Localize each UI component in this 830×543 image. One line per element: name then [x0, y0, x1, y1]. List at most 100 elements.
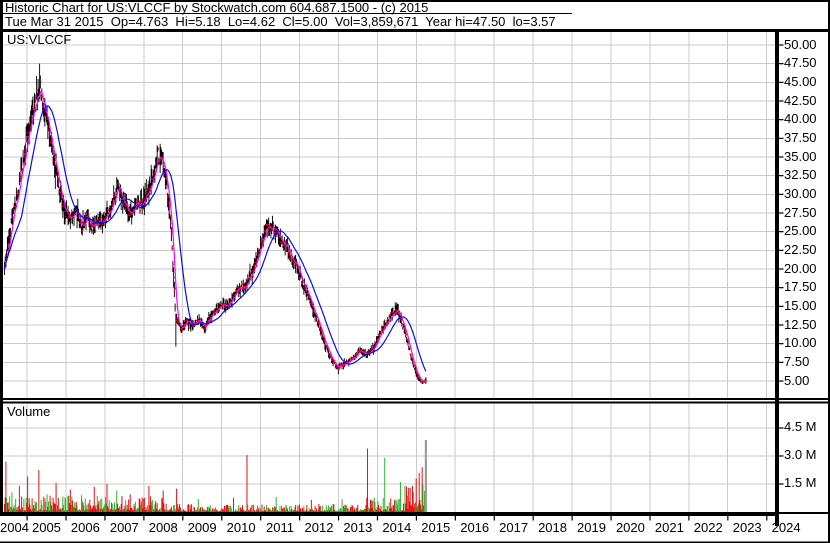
axis-divider — [775, 29, 779, 526]
header-divider — [0, 13, 572, 14]
volume-bar — [227, 504, 229, 512]
year-label: 2012 — [304, 520, 334, 535]
price-axis-label: 10.00 — [784, 335, 817, 351]
volume-bar — [27, 476, 29, 512]
volume-bar — [289, 506, 291, 512]
year-label: 2017 — [499, 520, 529, 535]
volume-bar — [9, 496, 11, 512]
volume-bar — [233, 511, 235, 512]
volume-bar — [286, 506, 288, 512]
year-label: 2004 — [0, 520, 29, 535]
price-axis-label: 5.00 — [784, 372, 810, 388]
volume-bar — [310, 499, 312, 512]
volume-bar — [257, 509, 259, 512]
volume-bar — [261, 504, 263, 512]
volume-bar — [267, 507, 269, 512]
volume-bar — [5, 461, 7, 512]
volume-bar — [414, 503, 416, 512]
volume-bar — [378, 504, 380, 512]
volume-bar — [16, 507, 18, 512]
volume-bar — [250, 505, 252, 512]
volume-bar — [416, 508, 418, 512]
volume-bar — [247, 504, 249, 512]
volume-bar — [396, 500, 398, 512]
volume-bar — [181, 510, 183, 512]
volume-bar — [404, 485, 406, 512]
volume-bar — [139, 499, 141, 512]
volume-bar — [88, 510, 90, 512]
volume-bar — [95, 505, 97, 512]
volume-bar — [13, 505, 15, 512]
volume-bar — [213, 510, 215, 512]
volume-axis-label: 1.5 M — [784, 475, 817, 491]
volume-bar — [152, 499, 154, 512]
volume-bar — [372, 500, 374, 512]
volume-bar — [49, 495, 51, 512]
volume-bar — [334, 509, 336, 512]
year-label: 2006 — [70, 520, 100, 535]
volume-bar — [219, 510, 221, 512]
year-label: 2022 — [693, 520, 723, 535]
volume-bar — [340, 509, 342, 512]
volume-bar — [395, 510, 397, 512]
volume-bar — [423, 505, 425, 512]
volume-bar — [205, 510, 207, 512]
volume-bar — [335, 511, 337, 512]
volume-bar — [227, 507, 229, 512]
volume-bar — [367, 448, 369, 512]
volume-bar — [90, 505, 92, 512]
volume-bar — [188, 504, 190, 512]
volume-bar — [199, 508, 201, 512]
year-label: 2021 — [654, 520, 684, 535]
volume-bar — [56, 509, 58, 512]
volume-bar — [295, 511, 297, 512]
volume-bar — [204, 510, 206, 512]
volume-bar — [313, 510, 315, 512]
volume-bar — [325, 505, 327, 512]
volume-bar — [169, 509, 171, 512]
volume-bar — [348, 511, 350, 512]
volume-bar — [230, 508, 232, 512]
volume-bar — [125, 509, 127, 512]
volume-bar — [146, 505, 148, 512]
volume-bar — [7, 502, 9, 512]
volume-bar — [128, 499, 130, 512]
volume-bar — [301, 507, 303, 512]
volume-bar — [143, 498, 145, 512]
volume-bar — [360, 509, 362, 512]
volume-bar — [297, 505, 299, 512]
volume-bar — [180, 510, 182, 512]
volume-bar — [418, 472, 420, 512]
volume-bar — [38, 469, 40, 512]
volume-bar — [143, 497, 145, 512]
volume-bar — [93, 505, 95, 512]
volume-bar — [384, 509, 386, 512]
volume-bar — [293, 509, 295, 512]
volume-bar — [382, 497, 384, 512]
volume-bar — [417, 503, 419, 512]
volume-bar — [104, 504, 106, 512]
price-axis-label: 32.50 — [784, 167, 817, 183]
volume-bar — [144, 510, 146, 512]
volume-bar — [136, 508, 138, 512]
volume-bar — [42, 510, 44, 512]
volume-bar — [129, 494, 131, 512]
volume-bar — [233, 498, 235, 512]
year-label: 2015 — [421, 520, 451, 535]
volume-bar — [93, 486, 95, 512]
volume-bar — [275, 497, 277, 512]
volume-bar — [358, 511, 360, 512]
volume-bar — [152, 509, 154, 512]
volume-bar — [313, 511, 315, 512]
volume-bar — [369, 508, 371, 512]
volume-bar — [30, 510, 32, 512]
volume-bar — [273, 511, 275, 512]
volume-bar — [355, 510, 357, 512]
volume-bar — [231, 511, 233, 512]
volume-bar — [246, 455, 248, 512]
volume-bar — [4, 497, 6, 512]
volume-bar — [243, 510, 245, 512]
price-axis-label: 17.50 — [784, 279, 817, 295]
volume-bar — [299, 507, 301, 512]
